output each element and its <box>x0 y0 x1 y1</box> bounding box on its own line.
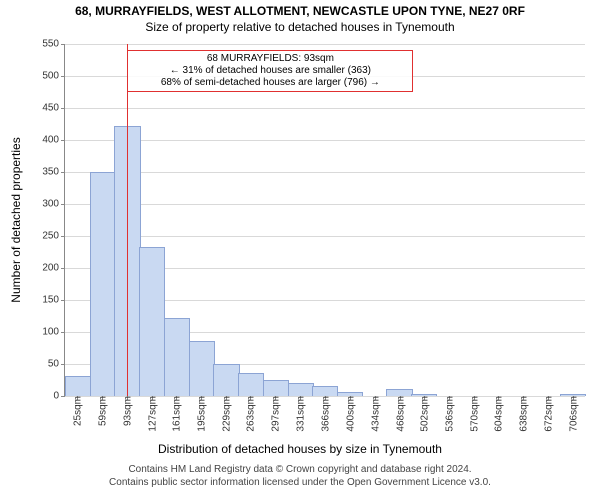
histogram-plot: 05010015020025030035040045050055025sqm59… <box>64 44 585 397</box>
attribution-footer: Contains HM Land Registry data © Crown c… <box>0 464 600 489</box>
subject-marker-line <box>127 44 128 396</box>
y-tick-mark <box>61 76 65 77</box>
x-tick-label: 25sqm <box>73 396 84 426</box>
info-box-line3: 68% of semi-detached houses are larger (… <box>134 77 406 89</box>
y-tick-mark <box>61 204 65 205</box>
x-tick-label: 672sqm <box>544 396 555 432</box>
x-tick-label: 297sqm <box>271 396 282 432</box>
y-tick-label: 150 <box>42 295 59 306</box>
footer-line1: Contains HM Land Registry data © Crown c… <box>0 464 600 477</box>
page-sub-title: Size of property relative to detached ho… <box>0 20 600 34</box>
y-tick-mark <box>61 44 65 45</box>
y-tick-label: 400 <box>42 135 59 146</box>
x-tick-label: 604sqm <box>494 396 505 432</box>
y-tick-mark <box>61 332 65 333</box>
histogram-bar <box>312 386 338 396</box>
y-tick-label: 500 <box>42 71 59 82</box>
x-tick-label: 638sqm <box>519 396 530 432</box>
y-tick-mark <box>61 140 65 141</box>
x-tick-label: 161sqm <box>172 396 183 432</box>
info-box-line1: 68 MURRAYFIELDS: 93sqm <box>134 53 406 65</box>
x-tick-label: 331sqm <box>296 396 307 432</box>
y-axis-title: Number of detached properties <box>9 137 23 302</box>
y-gridline <box>65 172 585 173</box>
x-tick-label: 195sqm <box>197 396 208 432</box>
x-tick-label: 127sqm <box>147 396 158 432</box>
y-tick-mark <box>61 396 65 397</box>
y-tick-label: 50 <box>48 359 59 370</box>
x-axis-title: Distribution of detached houses by size … <box>0 442 600 456</box>
y-tick-label: 250 <box>42 231 59 242</box>
x-tick-label: 59sqm <box>98 396 109 426</box>
histogram-bar <box>65 376 91 396</box>
y-gridline <box>65 108 585 109</box>
y-tick-label: 450 <box>42 103 59 114</box>
x-tick-label: 263sqm <box>246 396 257 432</box>
histogram-bar <box>386 389 412 396</box>
y-tick-label: 550 <box>42 39 59 50</box>
x-tick-label: 400sqm <box>346 396 357 432</box>
y-tick-mark <box>61 236 65 237</box>
x-tick-label: 502sqm <box>420 396 431 432</box>
y-tick-label: 100 <box>42 327 59 338</box>
y-tick-label: 200 <box>42 263 59 274</box>
x-tick-label: 706sqm <box>568 396 579 432</box>
x-tick-label: 536sqm <box>445 396 456 432</box>
histogram-bar <box>189 341 215 396</box>
y-tick-label: 0 <box>53 391 59 402</box>
x-tick-label: 468sqm <box>395 396 406 432</box>
x-tick-label: 229sqm <box>221 396 232 432</box>
histogram-bar <box>288 383 314 396</box>
subject-info-box: 68 MURRAYFIELDS: 93sqm ← 31% of detached… <box>127 50 413 92</box>
y-tick-mark <box>61 172 65 173</box>
y-gridline <box>65 140 585 141</box>
histogram-bar <box>90 172 116 396</box>
y-tick-label: 300 <box>42 199 59 210</box>
info-box-line2: ← 31% of detached houses are smaller (36… <box>134 65 406 77</box>
x-tick-label: 570sqm <box>469 396 480 432</box>
footer-line2: Contains public sector information licen… <box>0 477 600 490</box>
page-super-title: 68, MURRAYFIELDS, WEST ALLOTMENT, NEWCAS… <box>0 4 600 18</box>
histogram-bar <box>139 247 165 396</box>
y-tick-mark <box>61 268 65 269</box>
y-gridline <box>65 236 585 237</box>
y-gridline <box>65 44 585 45</box>
y-tick-mark <box>61 108 65 109</box>
x-tick-label: 93sqm <box>122 396 133 426</box>
y-tick-mark <box>61 300 65 301</box>
histogram-bar <box>238 373 264 396</box>
histogram-bar <box>213 364 239 396</box>
histogram-bar <box>263 380 289 396</box>
x-tick-label: 434sqm <box>370 396 381 432</box>
y-tick-mark <box>61 364 65 365</box>
histogram-bar <box>164 318 190 396</box>
x-tick-label: 366sqm <box>321 396 332 432</box>
y-tick-label: 350 <box>42 167 59 178</box>
y-gridline <box>65 204 585 205</box>
